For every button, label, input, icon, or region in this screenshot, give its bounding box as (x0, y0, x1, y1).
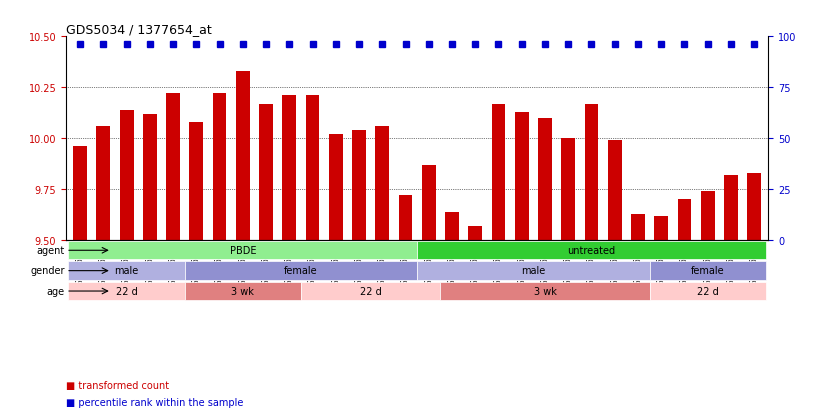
Bar (677, 200, 691, 240)
FancyBboxPatch shape (301, 282, 440, 301)
Bar (120, 110, 134, 240)
Bar (398, 196, 412, 240)
Text: age: age (47, 286, 65, 296)
Bar (748, 173, 762, 240)
Text: 3 wk: 3 wk (534, 286, 557, 296)
Bar (562, 139, 575, 240)
Bar (352, 131, 366, 240)
Bar (445, 212, 459, 240)
Bar (724, 176, 738, 240)
FancyBboxPatch shape (649, 282, 766, 301)
Bar (491, 104, 506, 240)
Bar (212, 94, 226, 240)
Bar (468, 226, 482, 240)
Text: male: male (521, 266, 545, 275)
FancyBboxPatch shape (417, 242, 766, 260)
Bar (422, 165, 436, 240)
Bar (73, 147, 87, 240)
Bar (375, 127, 389, 240)
Text: untreated: untreated (567, 245, 615, 255)
Bar (585, 104, 599, 240)
Bar (515, 112, 529, 240)
Text: ■ percentile rank within the sample: ■ percentile rank within the sample (66, 397, 244, 407)
Text: ■ transformed count: ■ transformed count (66, 380, 169, 390)
Bar (97, 127, 110, 240)
Text: 22 d: 22 d (360, 286, 382, 296)
Bar (166, 94, 180, 240)
Text: 22 d: 22 d (697, 286, 719, 296)
Bar (282, 96, 297, 240)
Bar (700, 192, 714, 240)
Text: male: male (114, 266, 139, 275)
Bar (259, 104, 273, 240)
FancyBboxPatch shape (69, 262, 185, 280)
Bar (631, 214, 645, 240)
Text: female: female (284, 266, 318, 275)
Bar (235, 72, 249, 240)
FancyBboxPatch shape (69, 282, 185, 301)
Bar (143, 114, 157, 240)
FancyBboxPatch shape (185, 282, 301, 301)
Bar (329, 135, 343, 240)
Bar (608, 141, 622, 240)
Text: gender: gender (31, 266, 65, 275)
Bar (306, 96, 320, 240)
Text: female: female (691, 266, 724, 275)
Text: agent: agent (36, 245, 65, 255)
FancyBboxPatch shape (440, 282, 649, 301)
Text: PBDE: PBDE (230, 245, 256, 255)
FancyBboxPatch shape (69, 242, 417, 260)
Bar (538, 119, 552, 240)
Text: GDS5034 / 1377654_at: GDS5034 / 1377654_at (66, 23, 211, 36)
Bar (189, 123, 203, 240)
Text: 22 d: 22 d (116, 286, 137, 296)
FancyBboxPatch shape (185, 262, 417, 280)
Bar (654, 216, 668, 240)
Text: 3 wk: 3 wk (231, 286, 254, 296)
FancyBboxPatch shape (649, 262, 766, 280)
FancyBboxPatch shape (417, 262, 649, 280)
